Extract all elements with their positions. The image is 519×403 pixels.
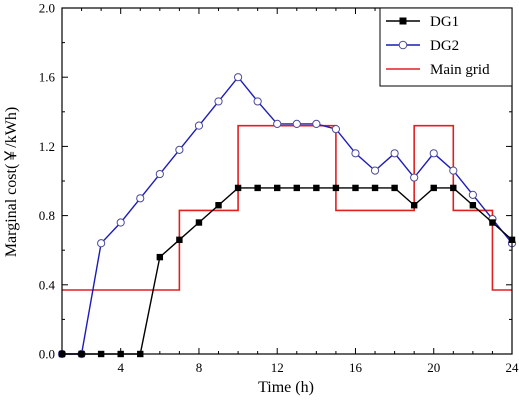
dg1-point <box>391 184 398 192</box>
dg1-point <box>274 184 281 192</box>
dg2-point <box>468 190 477 199</box>
dg1-point <box>313 184 320 192</box>
y-tick-label: 2.0 <box>39 1 55 16</box>
dg1-point <box>254 184 261 192</box>
series-line-dg1 <box>62 187 513 355</box>
dg2-point <box>410 173 419 182</box>
dg1-point <box>234 184 242 192</box>
dg2-point <box>312 119 321 129</box>
dg2-point <box>370 166 380 175</box>
dg2-point <box>214 97 223 106</box>
x-tick-label: 16 <box>349 360 363 375</box>
dg1-point <box>195 219 203 226</box>
dg2-point <box>116 218 125 227</box>
legend-label: DG1 <box>430 14 459 30</box>
dg2-point <box>233 73 243 82</box>
x-axis-title: Time (h) <box>258 379 314 396</box>
y-tick-label: 1.2 <box>39 139 55 154</box>
dg2-point <box>155 169 164 179</box>
series-line-dg2 <box>62 76 513 355</box>
x-tick-label: 24 <box>506 360 519 375</box>
dg2-point <box>175 145 184 154</box>
dg2-point <box>429 149 438 158</box>
dg2-point <box>253 97 262 106</box>
dg1-point <box>156 253 164 261</box>
legend-label: Main grid <box>430 62 490 78</box>
dg1-point <box>450 184 457 192</box>
dg2-point <box>194 121 204 130</box>
dg1-point <box>430 184 437 192</box>
dg2-point <box>273 119 282 129</box>
dg2-point <box>136 194 145 203</box>
dg2-point <box>449 166 458 175</box>
dg1-point <box>332 184 340 192</box>
legend: DG1 DG2 Main grid <box>379 7 513 87</box>
dg2-point <box>390 149 399 158</box>
dg2-point <box>351 149 360 158</box>
x-tick-label: 20 <box>427 360 440 375</box>
dg2-point <box>292 119 301 129</box>
plot-area <box>57 73 517 359</box>
y-axis-title: Marginal cost(￥/kWh) <box>3 107 20 257</box>
dg1-point <box>489 219 496 226</box>
legend-marker-square <box>399 17 407 25</box>
dg1-point <box>352 184 359 192</box>
dg1-point <box>215 202 222 209</box>
axes: 4 8 12 16 20 24 0.0 0.4 0.8 1.2 1.6 2.0 <box>39 1 519 376</box>
dg2-point <box>97 239 106 248</box>
series-line-main-grid <box>62 124 512 291</box>
dg1-point <box>293 184 300 192</box>
dg1-point <box>371 184 379 192</box>
y-tick-label: 0.8 <box>39 208 55 223</box>
y-tick-label: 0.4 <box>39 277 56 292</box>
dg2-point <box>331 125 341 134</box>
x-tick-label: 12 <box>271 360 284 375</box>
legend-marker-circle <box>398 40 408 50</box>
dg1-point <box>176 236 183 244</box>
legend-label: DG2 <box>430 38 459 54</box>
dg1-point <box>410 202 418 209</box>
x-tick-label: 8 <box>196 360 203 375</box>
y-tick-label: 0.0 <box>39 347 55 362</box>
y-tick-label: 1.6 <box>39 70 56 85</box>
dg1-point <box>469 202 477 209</box>
x-tick-label: 4 <box>117 360 124 375</box>
